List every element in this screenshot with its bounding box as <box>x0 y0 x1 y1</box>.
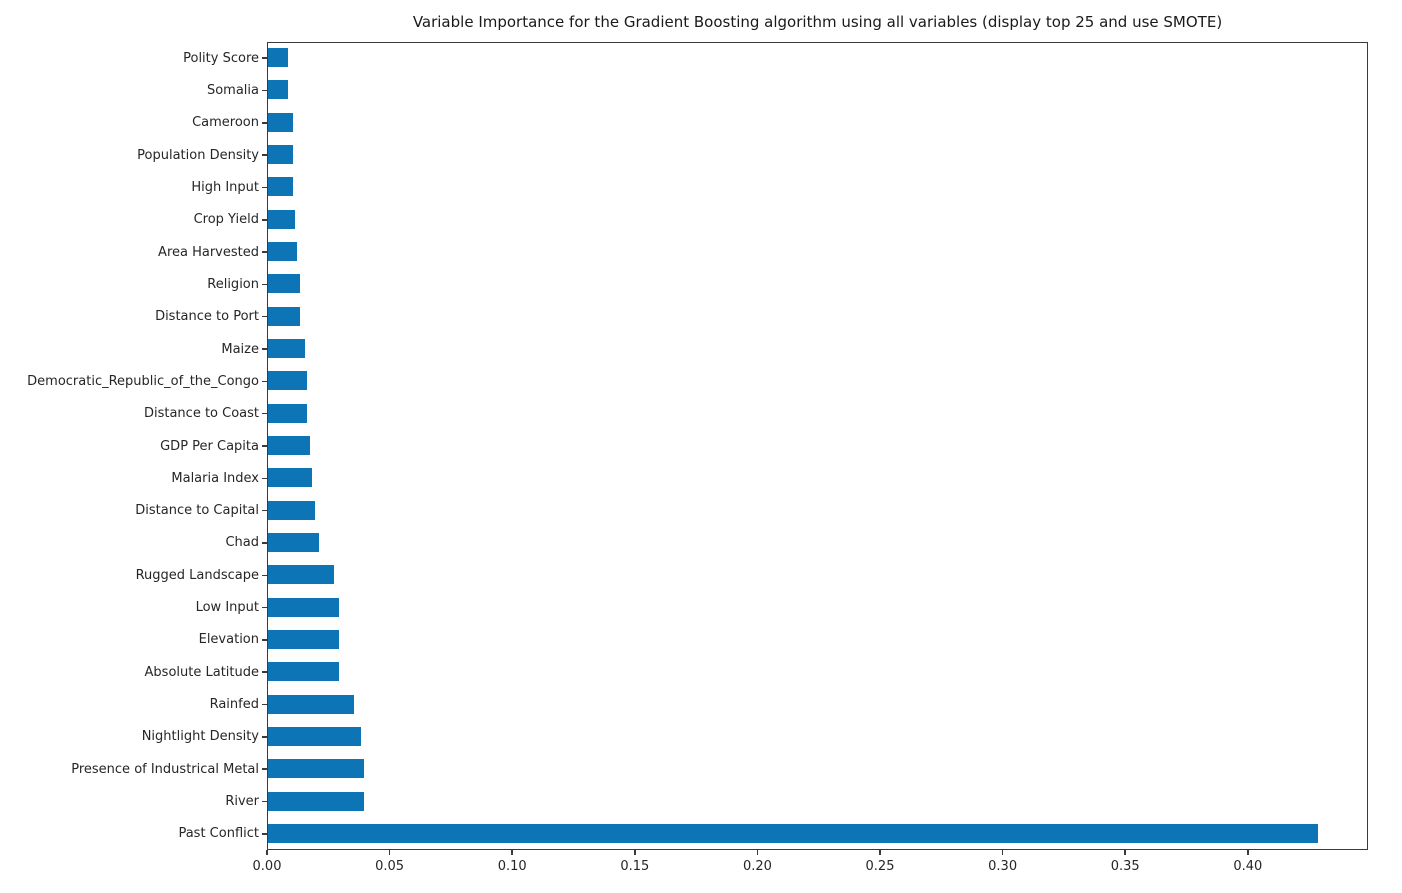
y-tick-mark <box>262 219 267 221</box>
y-tick-label: Nightlight Density <box>141 729 259 745</box>
y-tick-label: Rugged Landscape <box>135 567 259 583</box>
y-tick-mark <box>262 606 267 609</box>
bar <box>268 791 364 811</box>
y-tick-mark <box>262 412 267 415</box>
bar <box>268 242 298 262</box>
y-tick-mark <box>262 251 267 253</box>
y-tick-mark <box>262 186 267 189</box>
y-tick-mark <box>262 57 267 59</box>
y-tick-label: Rainfed <box>209 697 259 713</box>
y-tick-mark <box>262 800 267 803</box>
x-tick-mark <box>388 850 391 855</box>
y-tick-mark <box>262 768 267 770</box>
y-tick-label: Religion <box>207 276 259 292</box>
bar <box>268 145 293 165</box>
bar <box>268 726 362 746</box>
y-tick-label: Presence of Industrical Metal <box>71 761 259 777</box>
plot-area <box>267 42 1368 850</box>
bar <box>268 532 320 552</box>
bar <box>268 209 295 229</box>
y-tick-label: Democratic_Republic_of_the_Congo <box>27 373 259 389</box>
x-tick-mark <box>1247 850 1249 855</box>
bar <box>268 80 288 100</box>
y-tick-mark <box>262 89 267 92</box>
bar <box>268 371 308 391</box>
y-tick-mark <box>262 445 267 447</box>
bar <box>268 629 340 649</box>
bar <box>268 565 335 585</box>
y-tick-mark <box>262 509 267 512</box>
y-tick-label: Polity Score <box>183 50 259 66</box>
y-tick-mark <box>262 283 267 286</box>
chart-title: Variable Importance for the Gradient Boo… <box>412 13 1223 31</box>
x-tick-mark <box>756 850 759 855</box>
x-tick-label: 0.25 <box>865 859 895 874</box>
bar <box>268 48 288 68</box>
bar <box>268 436 310 455</box>
x-tick-mark <box>879 850 881 855</box>
y-tick-mark <box>262 542 267 544</box>
bar <box>268 177 293 197</box>
x-tick-mark <box>1001 850 1004 855</box>
y-tick-mark <box>262 671 267 673</box>
y-tick-label: Cameroon <box>192 115 259 131</box>
y-tick-mark <box>262 348 267 350</box>
y-tick-label: Somalia <box>206 82 259 98</box>
y-tick-mark <box>262 736 267 738</box>
y-tick-mark <box>262 154 267 156</box>
x-tick-label: 0.00 <box>252 859 282 874</box>
bar <box>268 500 315 520</box>
x-tick-mark <box>1124 850 1126 855</box>
x-tick-label: 0.15 <box>620 859 650 874</box>
y-tick-mark <box>262 833 267 835</box>
bar <box>268 597 340 617</box>
x-tick-label: 0.35 <box>1110 859 1140 874</box>
y-tick-mark <box>262 639 267 641</box>
y-tick-label: Distance to Port <box>155 309 259 325</box>
bar <box>268 306 300 326</box>
y-tick-label: Maize <box>221 341 259 357</box>
y-tick-label: Distance to Capital <box>135 503 259 519</box>
y-tick-mark <box>262 477 267 480</box>
y-tick-label: Malaria Index <box>171 470 259 486</box>
bar <box>268 759 364 779</box>
x-tick-label: 0.10 <box>497 859 527 874</box>
bar <box>268 662 340 682</box>
y-tick-mark <box>262 574 267 577</box>
y-tick-label: High Input <box>191 179 259 195</box>
bar <box>268 694 354 714</box>
bar <box>268 274 300 294</box>
y-tick-label: Elevation <box>198 632 259 648</box>
bar <box>268 468 313 488</box>
x-tick-label: 0.20 <box>742 859 772 874</box>
x-tick-label: 0.05 <box>375 859 405 874</box>
y-tick-label: River <box>225 794 259 810</box>
x-tick-mark <box>266 850 268 855</box>
y-tick-mark <box>262 315 267 318</box>
bar <box>268 112 293 132</box>
y-tick-label: Area Harvested <box>158 244 259 260</box>
y-tick-mark <box>262 380 267 383</box>
y-tick-mark <box>262 122 267 124</box>
y-tick-label: Crop Yield <box>193 212 259 228</box>
y-tick-label: Low Input <box>195 600 259 616</box>
x-tick-label: 0.30 <box>988 859 1018 874</box>
y-tick-label: GDP Per Capita <box>160 438 259 454</box>
bar <box>268 823 1318 843</box>
x-tick-label: 0.40 <box>1233 859 1263 874</box>
bar <box>268 403 308 423</box>
y-tick-mark <box>262 703 267 706</box>
y-tick-label: Distance to Coast <box>143 406 259 422</box>
y-tick-label: Population Density <box>137 147 259 163</box>
y-tick-label: Chad <box>225 535 259 551</box>
x-tick-mark <box>511 850 513 855</box>
bar <box>268 339 305 359</box>
y-tick-label: Absolute Latitude <box>144 664 259 680</box>
x-tick-mark <box>634 850 636 855</box>
y-tick-label: Past Conflict <box>178 826 259 842</box>
